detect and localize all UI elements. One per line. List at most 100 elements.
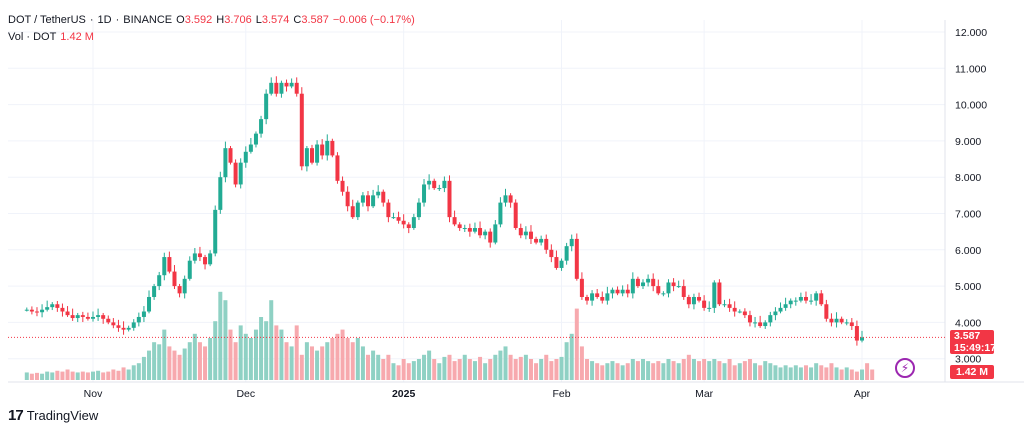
volume-bar <box>279 329 284 380</box>
volume-bar <box>462 354 467 380</box>
candle-body <box>839 318 844 323</box>
volume-bar <box>498 350 503 380</box>
volume-bar <box>849 369 854 380</box>
candle-body <box>819 293 824 305</box>
candle-body <box>223 148 228 178</box>
volume-bar <box>559 356 564 380</box>
candle-body <box>534 238 539 243</box>
candle-body <box>325 140 330 156</box>
candle-body <box>732 307 737 312</box>
candle-body <box>467 228 472 232</box>
volume-bar <box>798 367 803 380</box>
candle-body <box>243 151 248 163</box>
volume-bar <box>686 354 691 380</box>
candle-body <box>574 238 579 279</box>
candle-body <box>763 322 768 327</box>
candle-body <box>798 296 803 301</box>
tradingview-logo-icon: 17 <box>8 407 24 424</box>
chart-legend: DOT / TetherUS · 1D · BINANCE O3.592 H3.… <box>8 12 415 46</box>
candle-body <box>55 304 60 308</box>
candle-body <box>620 289 625 294</box>
candle-body <box>157 275 162 287</box>
volume-bar <box>381 359 386 380</box>
volume-bar <box>763 361 768 380</box>
volume-bar <box>65 369 70 380</box>
volume-bar <box>152 342 157 380</box>
candle-body <box>172 271 177 287</box>
candle-body <box>691 296 696 305</box>
volume-bar <box>707 361 712 380</box>
volume-bar <box>854 371 859 380</box>
volume-bar <box>315 350 320 380</box>
candle-body <box>564 246 569 261</box>
volume-bar <box>518 356 523 380</box>
volume-bar <box>96 370 101 380</box>
interval-label[interactable]: 1D <box>97 14 112 26</box>
volume-bar <box>177 354 182 380</box>
candle-body <box>442 180 447 189</box>
volume-bar <box>167 346 172 380</box>
volume-bar <box>742 361 747 380</box>
lightning-icon[interactable]: ⚡ <box>895 358 915 378</box>
y-tick-label: 3.000 <box>955 354 981 366</box>
volume-bar <box>70 371 75 380</box>
candle-body <box>559 260 564 268</box>
candle-body <box>187 260 192 279</box>
volume-bar <box>865 363 870 380</box>
volume-bar <box>330 338 335 380</box>
candle-body <box>844 322 849 324</box>
volume-bar <box>223 300 228 380</box>
candle-body <box>513 202 518 229</box>
candle-body <box>727 304 732 308</box>
volume-bar <box>513 359 518 380</box>
candle-body <box>539 238 544 243</box>
candle-body <box>625 289 630 294</box>
volume-bar <box>722 363 727 380</box>
candle-body <box>478 228 483 236</box>
volume-bar <box>243 333 248 380</box>
candle-body <box>253 133 258 145</box>
y-tick-label: 10.000 <box>955 100 987 112</box>
volume-bar <box>452 361 457 380</box>
volume-bar <box>411 361 416 380</box>
volume-bar <box>406 363 411 380</box>
branding[interactable]: 17 TradingView <box>8 407 98 424</box>
volume-bar <box>101 372 106 380</box>
candle-body <box>396 217 401 221</box>
candle-body <box>860 337 864 341</box>
candle-body <box>854 326 859 341</box>
candle-body <box>366 195 371 207</box>
candle-body <box>279 82 284 94</box>
volume-bar <box>549 361 554 380</box>
volume-bar <box>197 342 202 380</box>
candle-body <box>849 322 854 327</box>
volume-bar <box>844 367 849 380</box>
candle-body <box>355 202 360 218</box>
candle-body <box>213 209 218 254</box>
candle-body <box>686 296 691 305</box>
candle-body <box>162 257 167 276</box>
y-tick-label: 8.000 <box>955 172 981 184</box>
volume-bar <box>350 342 355 380</box>
candle-body <box>304 148 309 167</box>
volume-bar <box>274 325 279 380</box>
y-tick-label: 9.000 <box>955 136 981 148</box>
volume-bar <box>325 342 330 380</box>
volume-bar <box>233 342 238 380</box>
volume-bar <box>574 308 579 380</box>
candle-body <box>432 180 437 189</box>
candle-body <box>635 278 640 287</box>
candle-body <box>600 296 605 301</box>
candle-body <box>554 257 559 268</box>
candle-body <box>350 206 355 218</box>
symbol-name[interactable]: DOT / TetherUS <box>8 14 86 26</box>
candle-body <box>549 249 554 258</box>
candle-body <box>422 184 427 203</box>
volume-label[interactable]: Vol · DOT <box>8 31 57 43</box>
candle-body <box>666 282 671 294</box>
volume-bar <box>472 361 477 380</box>
volume-bar <box>121 367 126 380</box>
candle-body <box>753 322 758 324</box>
